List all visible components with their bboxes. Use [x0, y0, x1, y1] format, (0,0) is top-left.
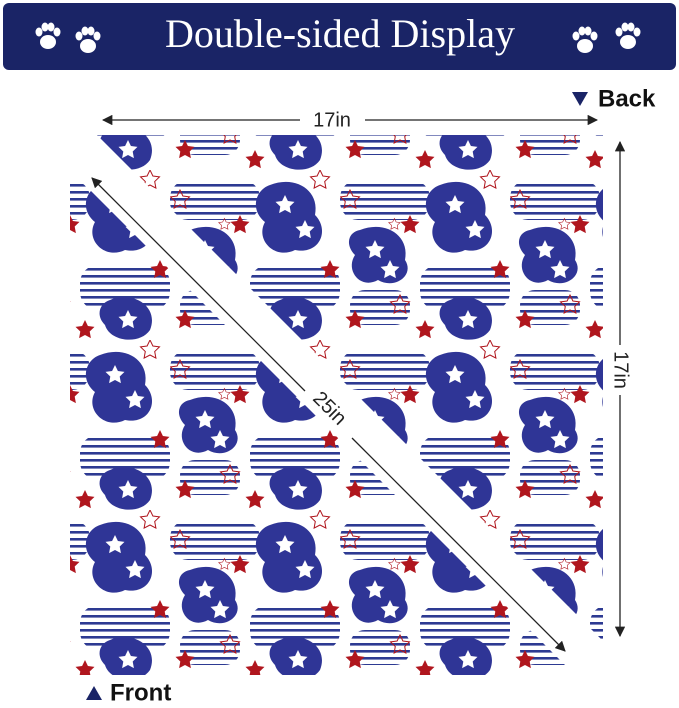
down-arrow — [572, 92, 588, 106]
front-label: Front — [110, 679, 171, 706]
up-arrow — [86, 686, 102, 700]
dimension-line — [91, 177, 306, 392]
height-label: 17in — [610, 351, 632, 389]
width-label: 17in — [313, 109, 351, 131]
front-side — [70, 170, 575, 675]
dimension-line — [351, 437, 566, 652]
header-banner — [3, 3, 676, 70]
back-label: Back — [598, 85, 656, 112]
back-side — [97, 135, 603, 641]
header-title: Double-sided Display — [165, 11, 515, 56]
